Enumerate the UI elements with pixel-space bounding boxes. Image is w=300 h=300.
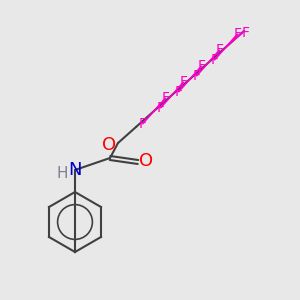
Text: F: F <box>161 91 169 105</box>
Text: F: F <box>233 27 241 41</box>
Text: F: F <box>179 75 187 89</box>
Text: N: N <box>68 161 82 179</box>
Text: F: F <box>193 69 201 83</box>
Text: F: F <box>211 53 219 67</box>
Text: F: F <box>215 43 223 57</box>
Text: F: F <box>197 59 205 73</box>
Text: O: O <box>139 152 153 170</box>
Text: F: F <box>175 85 183 99</box>
Text: F: F <box>157 101 165 115</box>
Text: F: F <box>242 26 250 40</box>
Text: H: H <box>56 166 68 181</box>
Text: F: F <box>139 117 147 131</box>
Text: O: O <box>102 136 116 154</box>
